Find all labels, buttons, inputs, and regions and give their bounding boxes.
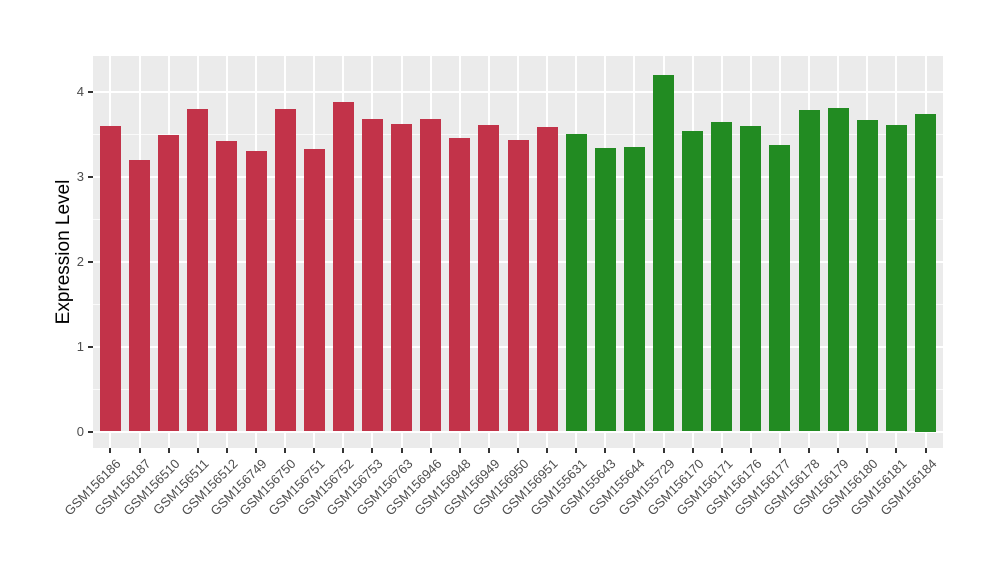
x-tick-mark — [109, 448, 112, 453]
bar-GSM156751 — [303, 149, 325, 432]
bar-GSM155631 — [565, 133, 587, 432]
bar-GSM156511 — [187, 109, 209, 432]
x-tick-mark — [429, 448, 432, 453]
y-tick-label: 3 — [76, 169, 84, 185]
bar-GSM156750 — [274, 109, 296, 432]
bar-GSM156184 — [915, 113, 937, 432]
x-tick-mark — [778, 448, 781, 453]
x-tick-mark — [895, 448, 898, 453]
bar-GSM155643 — [594, 148, 616, 432]
bar-GSM156949 — [478, 124, 500, 432]
bar-GSM156946 — [420, 119, 442, 432]
x-tick-mark — [458, 448, 461, 453]
y-tick-mark — [88, 176, 93, 179]
bar-GSM156512 — [216, 141, 238, 432]
bar-GSM156753 — [361, 118, 383, 432]
bar-GSM156179 — [827, 107, 849, 432]
x-tick-mark — [837, 448, 840, 453]
x-tick-mark — [225, 448, 228, 453]
x-tick-mark — [138, 448, 141, 453]
y-tick-label: 2 — [76, 253, 84, 269]
bar-GSM156181 — [885, 125, 907, 432]
x-tick-mark — [749, 448, 752, 453]
y-axis-title: Expression Level — [53, 179, 74, 325]
bar-GSM156752 — [332, 102, 354, 432]
x-tick-mark — [662, 448, 665, 453]
y-tick-mark — [88, 430, 93, 433]
bar-GSM156763 — [391, 123, 413, 432]
x-tick-mark — [255, 448, 257, 453]
y-tick-mark — [88, 345, 93, 348]
bar-GSM156510 — [158, 134, 180, 432]
x-tick-mark — [546, 448, 549, 453]
x-tick-mark — [924, 448, 927, 453]
x-tick-mark — [371, 448, 374, 453]
x-tick-mark — [196, 448, 199, 453]
y-tick-label: 4 — [76, 84, 84, 100]
x-tick-mark — [808, 448, 811, 453]
x-tick-mark — [313, 448, 316, 453]
x-tick-mark — [342, 448, 345, 453]
bar-GSM156178 — [798, 110, 820, 432]
bar-GSM156176 — [740, 126, 762, 432]
x-tick-mark — [604, 448, 607, 453]
y-tick-mark — [88, 260, 93, 263]
bar-GSM155729 — [653, 75, 675, 432]
x-tick-mark — [575, 448, 578, 453]
bar-GSM156948 — [449, 138, 471, 432]
bar-GSM156180 — [856, 120, 878, 432]
x-tick-mark — [487, 448, 490, 453]
bar-GSM156171 — [711, 121, 733, 432]
x-tick-mark — [284, 448, 287, 453]
y-tick-mark — [88, 91, 93, 94]
x-tick-mark — [400, 448, 403, 453]
x-tick-mark — [633, 448, 636, 453]
bar-GSM156186 — [99, 126, 121, 432]
y-tick-label: 1 — [76, 338, 84, 354]
bar-GSM156749 — [245, 150, 267, 432]
bar-GSM156187 — [129, 160, 151, 432]
x-tick-mark — [866, 448, 869, 453]
plot-panel — [93, 56, 943, 448]
x-tick-mark — [167, 448, 170, 453]
x-tick-mark — [517, 448, 519, 453]
bar-GSM156170 — [682, 131, 704, 432]
bar-GSM155644 — [623, 147, 645, 432]
bar-GSM156177 — [769, 144, 791, 432]
y-tick-label: 0 — [76, 423, 84, 439]
x-tick-mark — [720, 448, 723, 453]
bar-GSM156950 — [507, 139, 529, 432]
x-tick-mark — [691, 448, 694, 453]
bar-GSM156951 — [536, 127, 558, 432]
